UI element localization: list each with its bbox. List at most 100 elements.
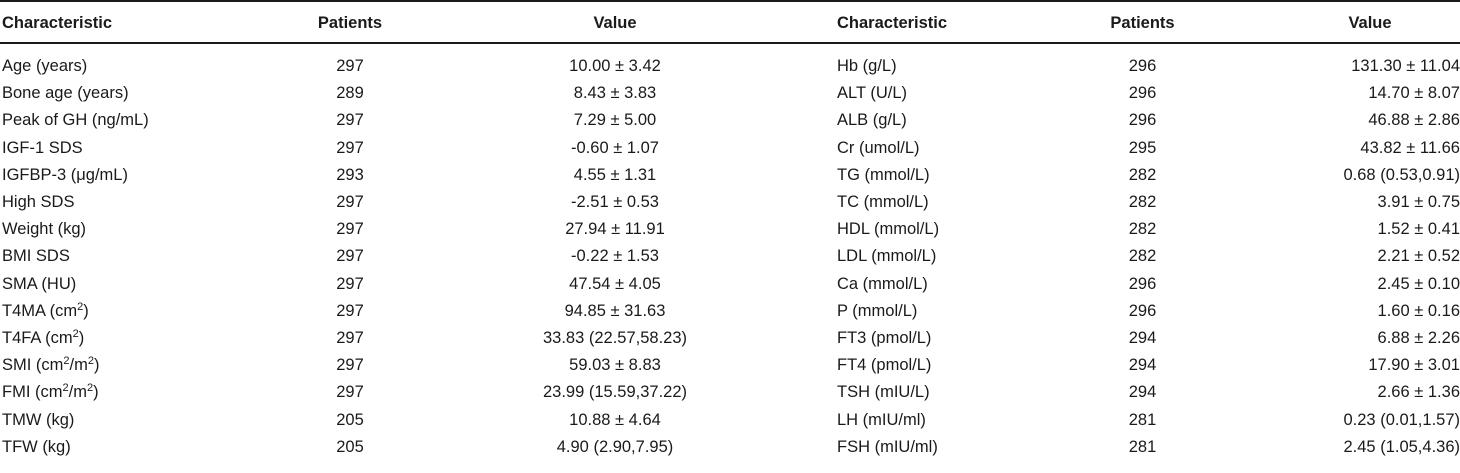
characteristic-text: TFW (kg) — [2, 437, 71, 456]
characteristic-cell-right: Cr (umol/L) — [837, 138, 920, 157]
patients-cell-left: 297 — [336, 274, 364, 293]
superscript-unit: 2 — [86, 382, 94, 395]
value-cell-left: 7.29 ± 5.00 — [573, 111, 657, 130]
value-cell-left: 10.88 ± 4.64 — [569, 410, 661, 429]
patients-cell-left: 205 — [336, 410, 364, 429]
value-cell-left: 47.54 ± 4.05 — [569, 274, 661, 293]
characteristic-cell-right: P (mmol/L) — [837, 301, 918, 320]
characteristic-cell-right: ALT (U/L) — [837, 84, 907, 103]
characteristic-cell-left: Age (years) — [2, 55, 87, 77]
value-cell-right: 0.68 (0.53,0.91) — [1343, 165, 1460, 184]
value-cell-right: 17.90 ± 3.01 — [1368, 356, 1460, 375]
superscript-unit: 2 — [63, 355, 70, 368]
characteristic-text-tail: /m — [68, 383, 87, 402]
characteristic-cell-left: Peak of GH (ng/mL) — [2, 109, 149, 131]
table-row: IGFBP-3 (μg/mL) 293 4.55 ± 1.31 TG (mmol/L)… — [0, 164, 1460, 188]
superscript-unit: 2 — [72, 328, 79, 340]
patients-cell-right: 294 — [1128, 329, 1157, 347]
table-row: IGF-1 SDS 297 -0.60 ± 1.07 Cr (umol/L) 295 43… — [0, 137, 1460, 161]
patients-cell-left: 297 — [336, 111, 364, 130]
patients-cell-right: 295 — [1128, 138, 1157, 157]
patients-cell-left: 289 — [336, 84, 364, 103]
characteristic-cell-left: High SDS — [2, 191, 74, 213]
characteristic-cell-left: Weight (kg) — [2, 218, 86, 240]
characteristic-text: BMI SDS — [2, 247, 70, 266]
patients-cell-left: 297 — [336, 329, 364, 347]
value-cell-right: 2.21 ± 0.52 — [1377, 247, 1460, 266]
table-top-rule — [0, 0, 1460, 2]
value-cell-left: 4.90 (2.90,7.95) — [556, 437, 674, 456]
patients-cell-left: 297 — [336, 138, 364, 157]
characteristic-text: Age (years) — [2, 57, 88, 75]
patients-cell-right: 294 — [1128, 383, 1157, 402]
table-row: T4MA (cm2) 297 94.85 ± 31.63 P (mmol/L) 296 1… — [0, 300, 1460, 324]
characteristic-text: SMA (HU) — [2, 274, 77, 293]
value-cell-right: 1.60 ± 0.16 — [1377, 301, 1460, 320]
patients-cell-left: 297 — [336, 57, 364, 75]
characteristic-cell-right: LH (mIU/ml) — [837, 410, 926, 429]
header-value-right: Value — [1348, 14, 1392, 32]
characteristic-text: FMI (cm — [2, 383, 63, 402]
table-row: Age (years) 297 10.00 ± 3.42 Hb (g/L) 296 131… — [0, 55, 1460, 79]
characteristic-cell-right: Hb (g/L) — [837, 57, 897, 75]
characteristic-cell-right: LDL (mmol/L) — [837, 247, 937, 266]
patients-cell-right: 296 — [1128, 111, 1157, 130]
patients-cell-right: 296 — [1128, 274, 1157, 293]
header-value-left: Value — [593, 14, 637, 32]
patients-cell-left: 297 — [336, 356, 364, 375]
value-cell-left: -0.22 ± 1.53 — [571, 247, 659, 266]
characteristic-text-tail: ) — [78, 329, 85, 347]
table-header-rule — [0, 42, 1460, 44]
superscript-unit: 2 — [62, 382, 69, 395]
header-characteristic-left: Characteristic — [2, 14, 113, 32]
patients-cell-right: 281 — [1128, 437, 1157, 456]
characteristic-text: TMW (kg) — [2, 410, 75, 429]
value-cell-right: 3.91 ± 0.75 — [1377, 193, 1460, 211]
table-row: Bone age (years) 289 8.43 ± 3.83 ALT (U/L) 2… — [0, 82, 1460, 106]
table-row: TMW (kg) 205 10.88 ± 4.64 LH (mIU/ml) 281 0.2… — [0, 409, 1460, 433]
table-row: TFW (kg) 205 4.90 (2.90,7.95) FSH (mIU/ml) 2… — [0, 436, 1460, 460]
table-row: SMA (HU) 297 47.54 ± 4.05 Ca (mmol/L) 296 2.4… — [0, 273, 1460, 297]
characteristic-cell-left: SMI (cm2/m2) — [2, 354, 100, 376]
characteristic-cell-left: Bone age (years) — [2, 82, 129, 104]
value-cell-left: -0.60 ± 1.07 — [571, 138, 659, 157]
value-cell-left: 94.85 ± 31.63 — [564, 301, 666, 320]
table-row: FMI (cm2/m2) 297 23.99 (15.59,37.22) TSH (m… — [0, 381, 1460, 405]
value-cell-right: 2.45 ± 0.10 — [1377, 274, 1460, 293]
characteristic-text-tail: ) — [93, 383, 99, 402]
patients-cell-left: 297 — [336, 193, 364, 211]
value-cell-right: 2.45 (1.05,4.36) — [1343, 437, 1460, 456]
patients-cell-right: 282 — [1128, 247, 1157, 266]
patients-cell-left: 297 — [336, 301, 364, 320]
characteristic-cell-left: SMA (HU) — [2, 273, 76, 295]
value-cell-right: 14.70 ± 8.07 — [1368, 84, 1460, 103]
table-row: Peak of GH (ng/mL) 297 7.29 ± 5.00 ALB (g/L… — [0, 109, 1460, 133]
characteristic-cell-left: T4MA (cm2) — [2, 300, 89, 322]
characteristic-cell-right: FSH (mIU/ml) — [837, 437, 938, 456]
patients-cell-right: 296 — [1128, 84, 1157, 103]
value-cell-left: 8.43 ± 3.83 — [573, 84, 657, 103]
characteristic-cell-right: Ca (mmol/L) — [837, 274, 928, 293]
table-row: SMI (cm2/m2) 297 59.03 ± 8.83 FT4 (pmol/L) 2… — [0, 354, 1460, 378]
characteristic-cell-right: TC (mmol/L) — [837, 193, 929, 211]
table-row: High SDS 297 -2.51 ± 0.53 TC (mmol/L) 282 3.9… — [0, 191, 1460, 215]
characteristic-text: IGFBP-3 (μg/mL) — [2, 165, 128, 184]
patients-cell-right: 282 — [1128, 220, 1157, 239]
characteristic-cell-right: TG (mmol/L) — [837, 165, 930, 184]
patients-cell-left: 205 — [336, 437, 364, 456]
patients-cell-left: 297 — [336, 247, 364, 266]
table-row: T4FA (cm2) 297 33.83 (22.57,58.23) FT3 (pmo… — [0, 327, 1460, 351]
value-cell-right: 46.88 ± 2.86 — [1368, 111, 1460, 130]
patients-cell-right: 296 — [1128, 301, 1157, 320]
characteristic-cell-left: T4FA (cm2) — [2, 327, 84, 349]
superscript-unit: 2 — [87, 355, 95, 368]
table-row: Weight (kg) 297 27.94 ± 11.91 HDL (mmol/L) 2… — [0, 218, 1460, 242]
patients-cell-right: 296 — [1128, 57, 1157, 75]
characteristic-text-tail: /m — [69, 356, 88, 375]
patients-cell-left: 297 — [336, 220, 364, 239]
characteristic-text: T4MA (cm — [2, 301, 78, 320]
superscript-unit: 2 — [77, 300, 84, 313]
value-cell-left: 27.94 ± 11.91 — [565, 220, 665, 239]
value-cell-right: 1.52 ± 0.41 — [1377, 220, 1460, 239]
